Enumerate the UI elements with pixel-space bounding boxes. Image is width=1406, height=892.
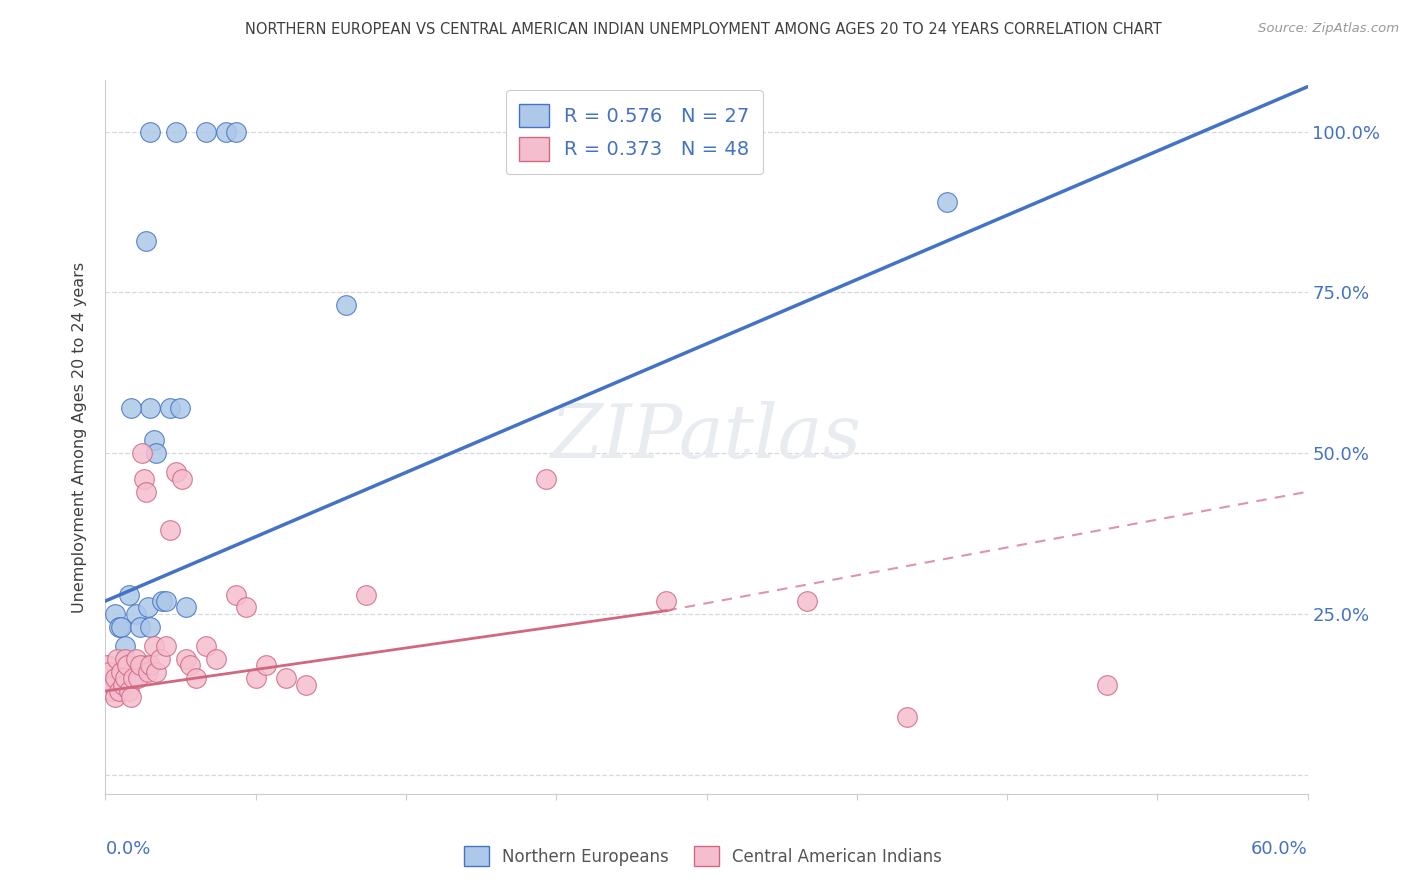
Point: [132, 472, 155, 486]
Point: [138, 125, 160, 139]
Point: [104, 671, 127, 685]
Point: [165, 466, 187, 480]
Point: [225, 125, 247, 139]
Point: [128, 620, 150, 634]
Point: [122, 671, 145, 685]
Point: [150, 594, 173, 608]
Point: [155, 594, 177, 608]
Point: [118, 684, 141, 698]
Point: [184, 671, 207, 685]
Point: [145, 446, 167, 460]
Point: [159, 524, 181, 538]
Point: [179, 658, 201, 673]
Point: [98, 665, 121, 679]
Point: [138, 620, 160, 634]
Point: [112, 677, 135, 691]
Point: [124, 652, 146, 666]
Point: [254, 658, 277, 673]
Point: [118, 588, 141, 602]
Point: [131, 446, 153, 460]
Text: NORTHERN EUROPEAN VS CENTRAL AMERICAN INDIAN UNEMPLOYMENT AMONG AGES 20 TO 24 YE: NORTHERN EUROPEAN VS CENTRAL AMERICAN IN…: [245, 22, 1161, 37]
Point: [174, 600, 197, 615]
Text: Source: ZipAtlas.com: Source: ZipAtlas.com: [1258, 22, 1399, 36]
Point: [110, 620, 132, 634]
Point: [124, 607, 146, 621]
Point: [136, 600, 159, 615]
Point: [108, 620, 131, 634]
Point: [103, 677, 125, 691]
Point: [245, 671, 267, 685]
Point: [896, 710, 918, 724]
Point: [225, 588, 247, 602]
Point: [235, 600, 257, 615]
Point: [159, 401, 181, 416]
Point: [136, 665, 159, 679]
Point: [114, 652, 136, 666]
Point: [796, 594, 818, 608]
Point: [274, 671, 297, 685]
Point: [138, 658, 160, 673]
Legend: Northern Europeans, Central American Indians: Northern Europeans, Central American Ind…: [457, 839, 949, 873]
Point: [142, 434, 165, 448]
Point: [1097, 677, 1119, 691]
Point: [148, 652, 170, 666]
Point: [354, 588, 377, 602]
Text: 60.0%: 60.0%: [1251, 840, 1308, 858]
Point: [295, 677, 318, 691]
Point: [107, 652, 129, 666]
Point: [194, 125, 217, 139]
Point: [142, 639, 165, 653]
Point: [174, 652, 197, 666]
Text: 0.0%: 0.0%: [105, 840, 150, 858]
Point: [108, 684, 131, 698]
Point: [145, 665, 167, 679]
Point: [135, 234, 157, 248]
Point: [169, 401, 191, 416]
Point: [104, 690, 127, 705]
Point: [100, 684, 122, 698]
Point: [132, 658, 155, 673]
Point: [155, 639, 177, 653]
Y-axis label: Unemployment Among Ages 20 to 24 years: Unemployment Among Ages 20 to 24 years: [72, 261, 87, 613]
Point: [96, 658, 118, 673]
Legend: R = 0.576   N = 27, R = 0.373   N = 48: R = 0.576 N = 27, R = 0.373 N = 48: [506, 90, 763, 175]
Point: [127, 671, 149, 685]
Point: [110, 665, 132, 679]
Point: [114, 639, 136, 653]
Point: [534, 472, 557, 486]
Point: [135, 484, 157, 499]
Point: [170, 472, 193, 486]
Point: [214, 125, 236, 139]
Point: [655, 594, 678, 608]
Point: [194, 639, 217, 653]
Text: ZIPatlas: ZIPatlas: [551, 401, 862, 474]
Point: [104, 607, 127, 621]
Point: [121, 401, 143, 416]
Point: [335, 298, 357, 312]
Point: [936, 195, 959, 210]
Point: [128, 658, 150, 673]
Point: [138, 401, 160, 416]
Point: [121, 690, 143, 705]
Point: [114, 671, 136, 685]
Point: [117, 658, 139, 673]
Point: [204, 652, 226, 666]
Point: [165, 125, 187, 139]
